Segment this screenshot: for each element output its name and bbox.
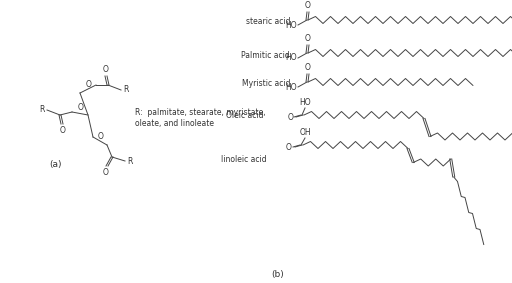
Text: O: O xyxy=(103,168,109,177)
Text: HO: HO xyxy=(285,53,297,63)
Text: O: O xyxy=(60,126,66,135)
Text: Palmitic acid: Palmitic acid xyxy=(241,50,290,59)
Text: Oleic acid: Oleic acid xyxy=(225,110,263,119)
Text: O: O xyxy=(98,132,104,141)
Text: O: O xyxy=(286,143,292,153)
Text: (b): (b) xyxy=(272,271,284,280)
Text: HO: HO xyxy=(285,83,297,91)
Text: O: O xyxy=(287,113,293,123)
Text: linoleic acid: linoleic acid xyxy=(221,155,267,164)
Text: O: O xyxy=(103,65,109,74)
Text: R:  palmitate, stearate, myristate,
oleate, and linoleate: R: palmitate, stearate, myristate, oleat… xyxy=(135,108,266,128)
Text: HO: HO xyxy=(285,20,297,29)
Text: R: R xyxy=(39,106,45,115)
Text: O: O xyxy=(78,104,84,113)
Text: R: R xyxy=(127,156,133,166)
Text: Myristic acid: Myristic acid xyxy=(242,80,290,89)
Text: R: R xyxy=(123,85,129,95)
Text: O: O xyxy=(305,1,311,10)
Text: O: O xyxy=(305,34,311,43)
Text: O: O xyxy=(86,80,92,89)
Text: (a): (a) xyxy=(49,160,61,170)
Text: HO: HO xyxy=(299,98,311,107)
Text: OH: OH xyxy=(299,128,311,137)
Text: O: O xyxy=(305,63,311,72)
Text: stearic acid: stearic acid xyxy=(245,18,290,27)
